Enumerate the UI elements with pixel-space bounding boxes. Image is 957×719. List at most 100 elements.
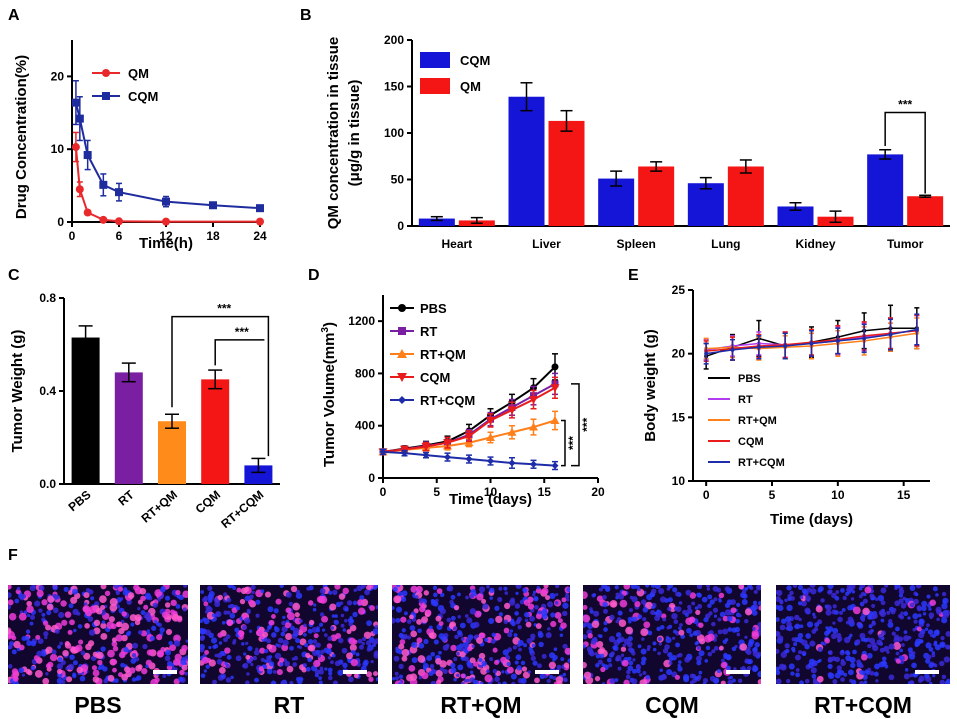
nucleus <box>277 637 284 644</box>
stained-cell <box>319 595 328 604</box>
y-tick-label: 10 <box>51 142 65 156</box>
stained-cell <box>545 595 551 601</box>
y-tick-label: 25 <box>672 283 686 297</box>
nucleus <box>469 670 474 675</box>
x-tick-label: RT+CQM <box>218 488 266 532</box>
nucleus <box>787 597 792 602</box>
nucleus <box>903 611 909 617</box>
nucleus <box>615 619 619 624</box>
nucleus <box>858 670 864 675</box>
panel-label-d: D <box>308 267 320 284</box>
micrograph-rt-cqm: RT+CQM <box>776 585 950 718</box>
nucleus <box>895 651 900 656</box>
stained-cell <box>399 639 406 645</box>
nucleus <box>850 662 856 669</box>
stained-cell <box>609 600 618 608</box>
nucleus <box>595 654 601 659</box>
nucleus <box>703 617 709 623</box>
nucleus <box>225 677 232 683</box>
nucleus <box>617 610 623 616</box>
nucleus <box>916 605 922 611</box>
nucleus <box>426 655 433 662</box>
stained-cell <box>224 647 231 654</box>
nucleus <box>692 630 698 636</box>
legend-label: RT+QM <box>420 347 466 362</box>
nucleus <box>751 610 758 616</box>
nucleus <box>464 614 469 618</box>
nucleus <box>777 605 784 612</box>
x-tick-label: Heart <box>441 237 472 251</box>
nucleus <box>307 657 313 663</box>
stained-cell <box>408 665 416 672</box>
nucleus <box>926 623 930 628</box>
nucleus <box>255 613 260 618</box>
data-point <box>398 304 406 312</box>
nucleus <box>446 585 454 592</box>
x-axis-label: Time(h) <box>139 235 193 252</box>
stained-cell <box>860 653 868 661</box>
nucleus <box>400 596 407 602</box>
nucleus <box>323 633 328 637</box>
stained-cell <box>435 615 442 622</box>
stained-cell <box>109 598 118 607</box>
nucleus <box>488 617 495 624</box>
stained-cell <box>13 640 21 649</box>
bar-cqm <box>687 183 724 226</box>
nucleus <box>316 628 320 633</box>
nucleus <box>918 632 925 639</box>
nucleus <box>430 651 436 657</box>
stained-cell <box>154 677 160 683</box>
nucleus <box>8 604 12 610</box>
stained-cell <box>8 599 14 606</box>
nucleus <box>583 634 588 640</box>
stained-cell <box>450 644 457 652</box>
nucleus <box>904 668 909 672</box>
nucleus <box>752 650 759 657</box>
nucleus <box>827 663 833 670</box>
stained-cell <box>527 603 535 610</box>
nucleus <box>684 612 689 617</box>
nucleus <box>353 588 357 593</box>
x-tick-label: Spleen <box>616 237 655 251</box>
nucleus <box>925 642 932 649</box>
stained-cell <box>409 614 414 620</box>
stained-cell <box>534 677 540 684</box>
data-point <box>529 396 538 405</box>
nucleus <box>650 585 656 588</box>
y-axis-label-units: (μg/g in tissue) <box>346 80 363 187</box>
data-point <box>421 443 431 452</box>
nucleus <box>888 643 895 650</box>
stained-cell <box>554 611 562 619</box>
nucleus <box>867 614 873 620</box>
nucleus <box>463 679 468 683</box>
nucleus <box>786 585 792 591</box>
nucleus <box>562 677 568 682</box>
nucleus <box>439 667 444 672</box>
nucleus <box>785 616 792 623</box>
nucleus <box>602 594 607 600</box>
nucleus <box>88 629 96 636</box>
nucleus <box>927 629 934 635</box>
bar-qm <box>638 166 675 226</box>
nucleus <box>636 668 641 674</box>
nucleus <box>289 645 294 651</box>
nucleus <box>176 594 181 599</box>
nucleus <box>726 665 732 671</box>
nucleus <box>676 654 680 658</box>
data-point <box>99 180 108 189</box>
nucleus <box>554 601 559 605</box>
nucleus <box>547 601 554 608</box>
nucleus <box>52 607 59 614</box>
nucleus <box>65 666 69 671</box>
nucleus <box>735 618 740 624</box>
nucleus <box>11 649 17 655</box>
stained-cell <box>239 598 246 605</box>
nucleus <box>637 644 642 649</box>
nucleus <box>120 619 125 624</box>
stained-cell <box>353 673 359 679</box>
nucleus <box>712 607 719 613</box>
nucleus <box>307 628 313 634</box>
nucleus <box>282 615 286 620</box>
nucleus <box>318 680 323 684</box>
stained-cell <box>758 605 761 611</box>
